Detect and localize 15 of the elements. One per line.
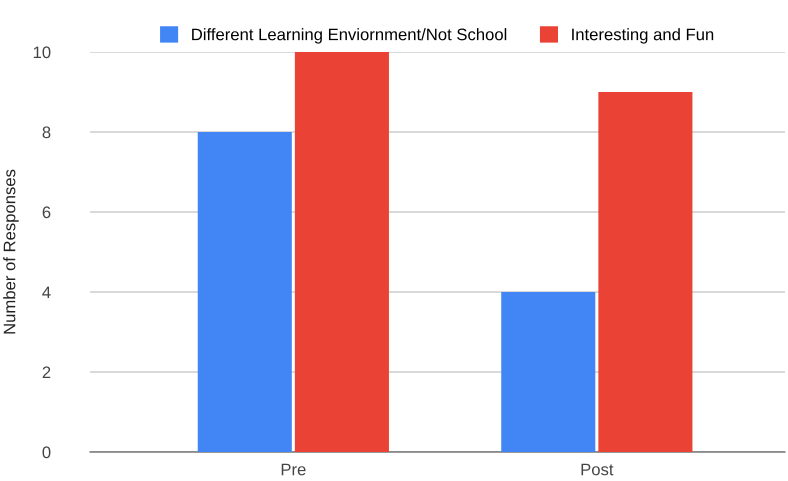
x-tick-label: Pre xyxy=(282,464,306,476)
y-tick-label: 10 xyxy=(34,46,50,58)
bar xyxy=(294,52,389,452)
y-tick-label: 2 xyxy=(42,366,50,378)
y-tick-label: 4 xyxy=(42,286,51,298)
legend-label: Different Learning Enviornment/Not School xyxy=(192,28,506,44)
bar xyxy=(598,92,692,452)
bar xyxy=(501,292,596,452)
y-tick-label: 8 xyxy=(42,126,50,138)
x-tick-label: Post xyxy=(582,464,614,476)
bar xyxy=(198,132,292,452)
y-axis-title: Number of Responses xyxy=(3,170,19,334)
y-tick-label: 0 xyxy=(42,446,50,458)
y-tick-label: 6 xyxy=(42,206,50,218)
legend-label: Interesting and Fun xyxy=(572,28,714,44)
